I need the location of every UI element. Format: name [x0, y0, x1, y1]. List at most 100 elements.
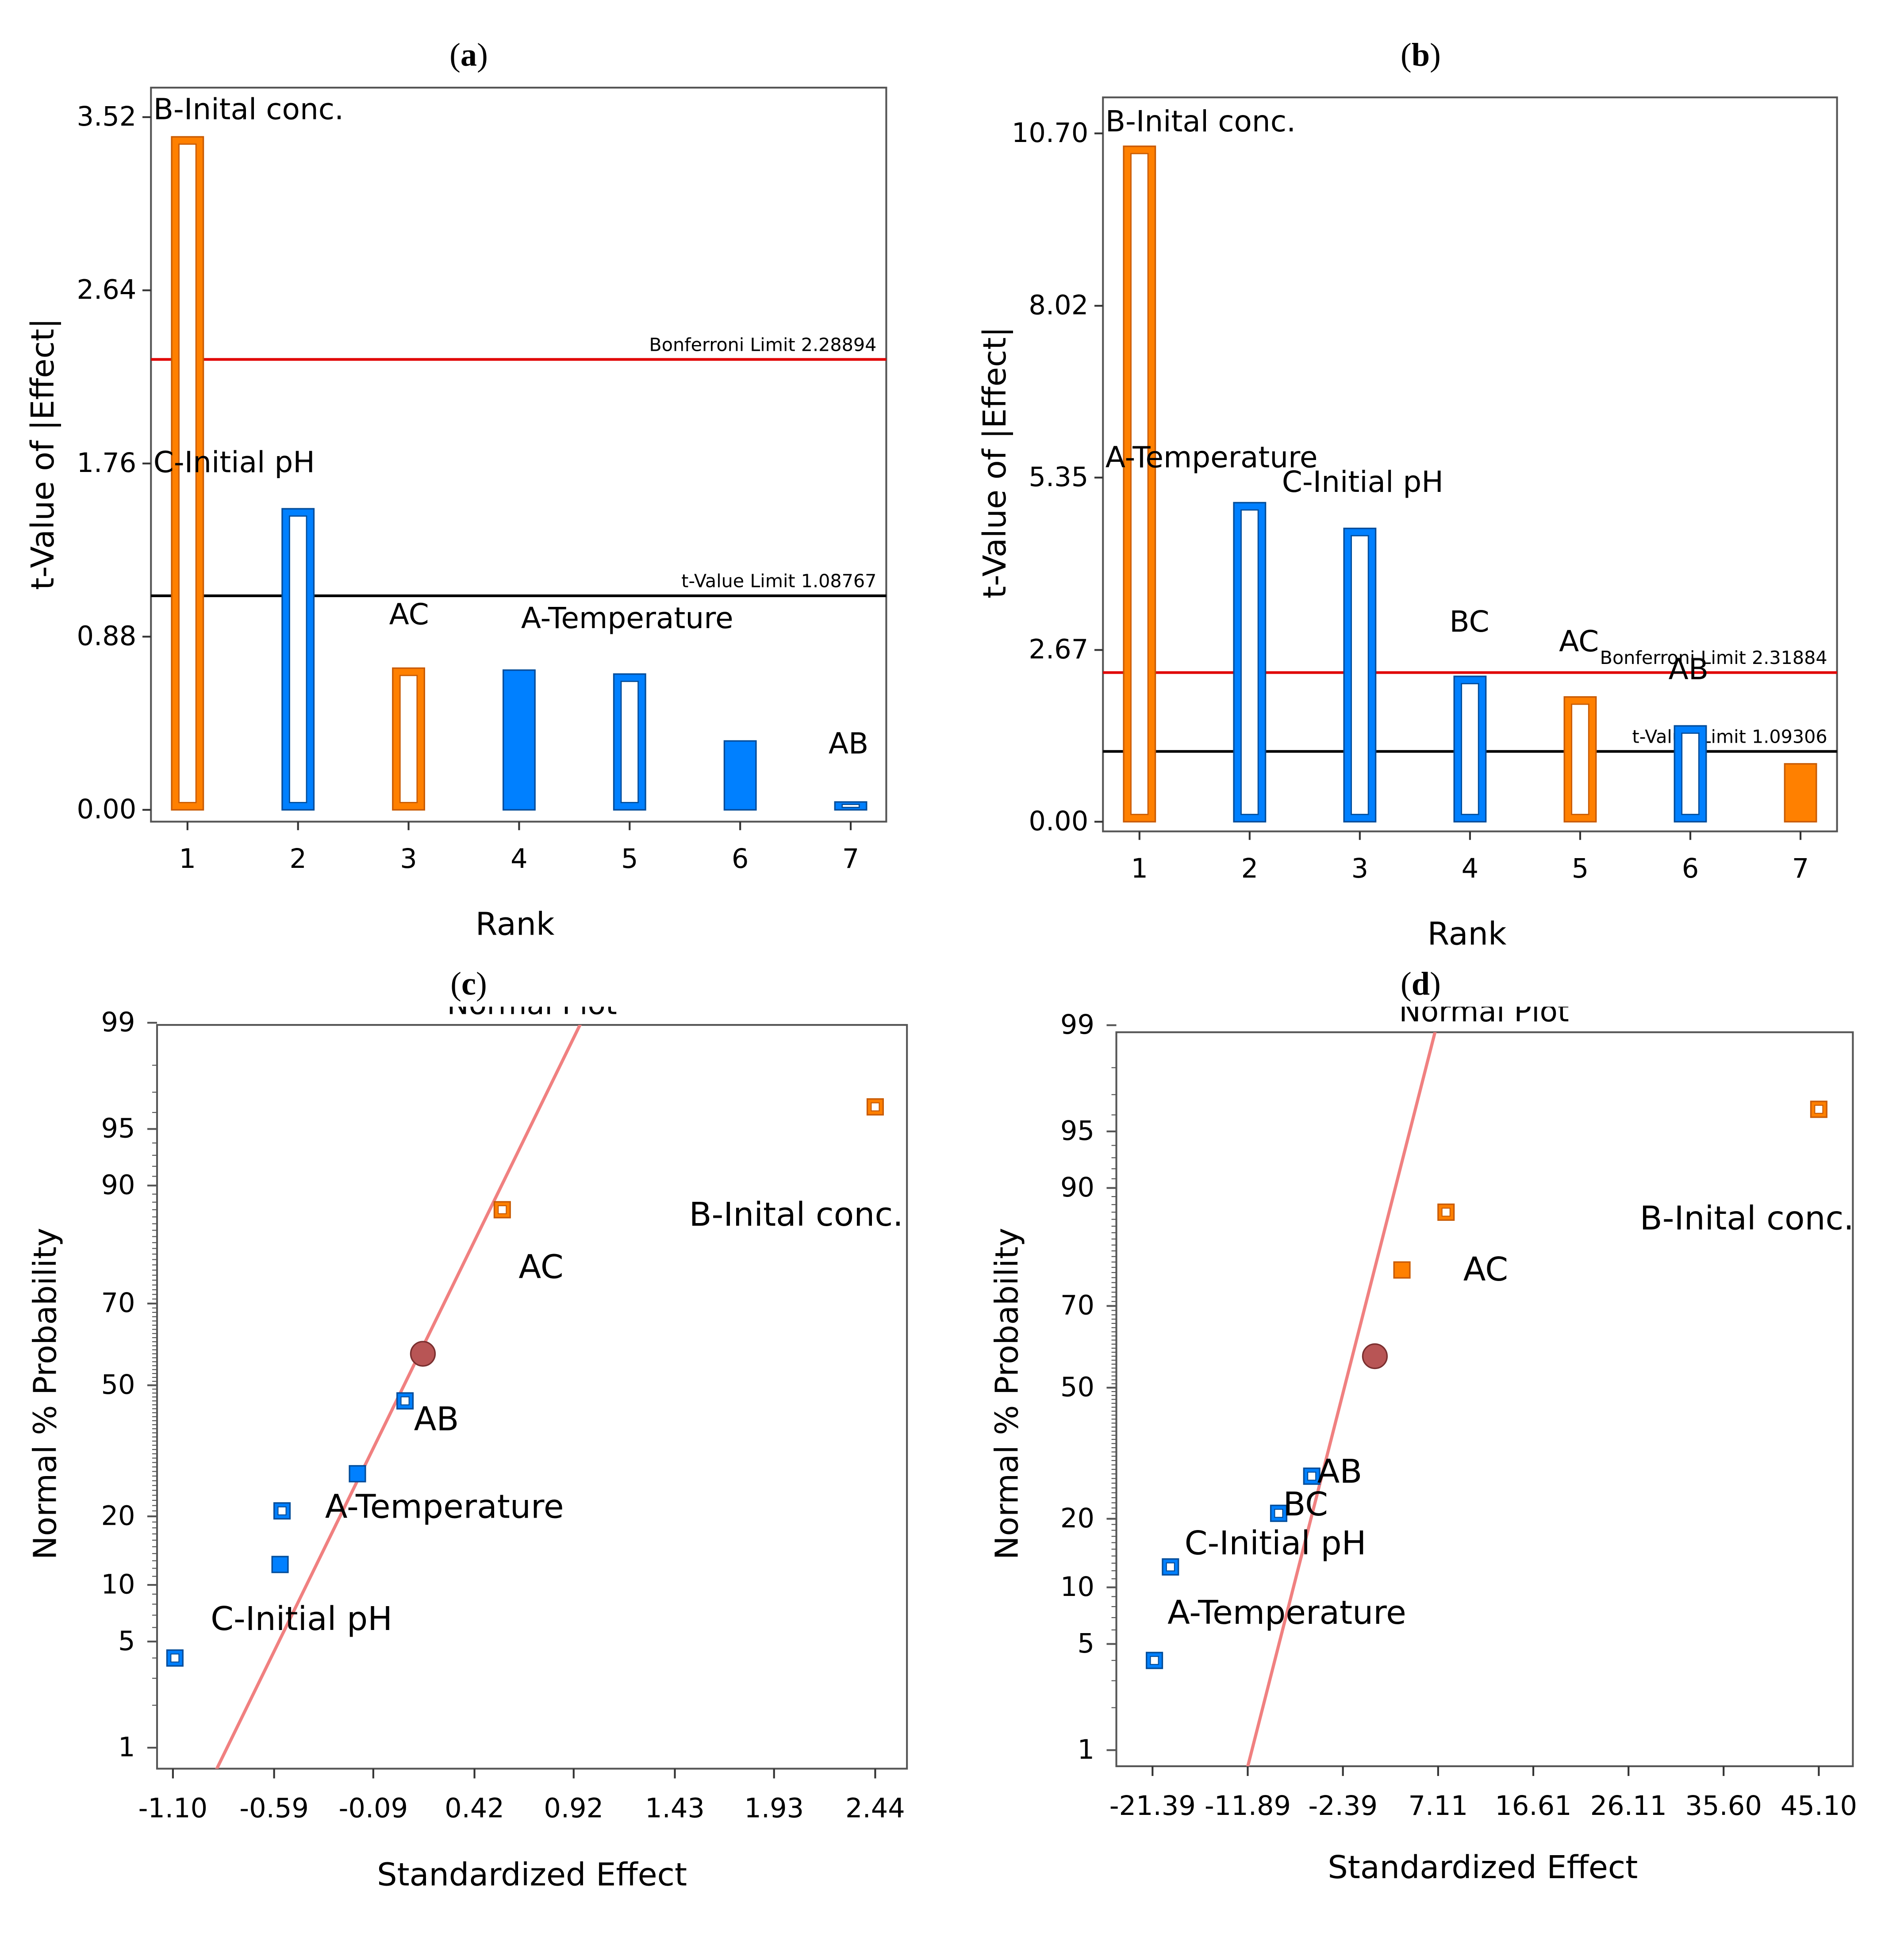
bar-inner-rank-3	[399, 675, 418, 803]
x-tick-label: 1.43	[645, 1793, 705, 1824]
x-axis-title: Rank	[1428, 915, 1507, 952]
y-tick-label: 95	[1060, 1116, 1094, 1147]
x-tick-label: -11.89	[1205, 1791, 1291, 1822]
bar-inner-rank-7	[841, 804, 860, 808]
x-tick-label: 2.44	[845, 1793, 905, 1824]
pareto-chart-a: 0.00 0.88 1.76 2.64 3.52 1 2 3 4 5 6 7 Bonferroni …	[24, 87, 887, 942]
y-tick-label: 99	[1060, 1009, 1094, 1040]
panel-label-d-front: (d)	[1401, 966, 1441, 1002]
bar-label-rank-4: BC	[1449, 605, 1489, 639]
center-point-marker	[1362, 1343, 1388, 1369]
bar-rank-7	[1784, 763, 1817, 823]
x-tick-label: 1.93	[744, 1793, 804, 1824]
bar-inner-rank-5	[620, 681, 639, 803]
bar-inner-rank-6	[1681, 733, 1700, 815]
effect-point	[1393, 1261, 1411, 1279]
y-axis-title: Normal % Probability	[989, 1228, 1025, 1560]
y-tick-label: 5.35	[1029, 462, 1088, 493]
bar-label-rank-5: A-Temperature	[521, 601, 733, 635]
y-tick-label: 20	[101, 1500, 135, 1531]
point-label: AB	[1317, 1452, 1363, 1491]
x-axis-title: Rank	[476, 905, 555, 942]
x-tick-label: 7	[1792, 853, 1809, 884]
y-tick-label: 99	[101, 1007, 135, 1038]
panel-label-a: (a)	[449, 37, 488, 73]
effect-point-inner	[277, 1506, 287, 1515]
effect-point-inner	[498, 1205, 507, 1215]
bar-label-rank-6: AB	[1669, 652, 1708, 687]
bar-inner-rank-4	[1461, 683, 1479, 815]
x-tick-label: 5	[621, 844, 638, 874]
effect-point-inner	[1441, 1208, 1451, 1217]
y-tick-label: 10	[1060, 1572, 1094, 1603]
x-tick-label: -0.09	[339, 1793, 408, 1824]
effect-point-inner	[1150, 1656, 1159, 1665]
normal-fit-line	[215, 1025, 582, 1769]
bar-label-rank-1: B-Inital conc.	[154, 92, 344, 127]
normal-fit-line	[1246, 1032, 1437, 1766]
effect-point	[273, 1502, 291, 1520]
bar-inner-rank-2	[1240, 509, 1259, 815]
y-tick-label: 0.00	[77, 794, 136, 825]
y-axis-title: t-Value of |Effect|	[976, 326, 1013, 598]
y-tick-label: 50	[101, 1369, 135, 1400]
x-axis-title: Standardized Effect	[1328, 1849, 1638, 1886]
y-axis-title: Normal % Probability	[27, 1228, 64, 1560]
point-label: B-Inital conc.	[689, 1195, 903, 1234]
bar-label-rank-3: C-Initial pH	[1282, 465, 1443, 499]
y-tick-label: 2.67	[1029, 634, 1088, 665]
effect-point-inner	[170, 1653, 180, 1663]
bar-label-rank-3: AC	[389, 598, 429, 632]
x-tick-label: 4	[511, 844, 528, 874]
t-value-limit-label: t-Value Limit 1.09306	[1632, 726, 1827, 747]
effect-point	[271, 1556, 289, 1573]
x-tick-label: -21.39	[1109, 1791, 1196, 1822]
x-tick-label: 26.11	[1590, 1791, 1667, 1822]
y-tick-label: 0.88	[77, 621, 136, 652]
x-tick-label: 0.42	[445, 1793, 504, 1824]
y-tick-label: 10	[101, 1569, 135, 1600]
y-tick-label: 5	[1077, 1628, 1094, 1659]
x-tick-label: 3	[400, 844, 417, 874]
point-label: A-Temperature	[1167, 1593, 1406, 1632]
bar-label-rank-2: C-Initial pH	[154, 445, 315, 479]
y-tick-label: 8.02	[1029, 290, 1088, 321]
bar-label-rank-7: AB	[829, 726, 868, 760]
effect-point-inner	[1307, 1472, 1317, 1481]
point-label: B-Inital conc.	[1640, 1199, 1854, 1237]
x-tick-label: 2	[1241, 853, 1259, 884]
bar-inner-rank-2	[289, 515, 307, 803]
x-tick-label: 35.60	[1685, 1791, 1762, 1822]
x-tick-label: -0.59	[239, 1793, 309, 1824]
bar-rank-4	[503, 669, 536, 811]
y-tick-label: 90	[1060, 1172, 1094, 1203]
y-tick-label: 95	[101, 1113, 135, 1144]
x-tick-label: 6	[1682, 853, 1699, 884]
x-tick-label: 5	[1572, 853, 1589, 884]
point-label: C-Initial pH	[211, 1599, 392, 1638]
y-tick-label: 1.76	[77, 448, 136, 479]
y-tick-label: 1	[1077, 1734, 1094, 1765]
point-label: BC	[1283, 1485, 1328, 1523]
y-tick-label: 5	[118, 1626, 135, 1657]
y-tick-label: 1	[118, 1732, 135, 1763]
x-tick-label: 1	[1131, 853, 1148, 884]
effect-point-inner	[1274, 1509, 1283, 1518]
y-tick-label: 90	[101, 1170, 135, 1200]
pareto-chart-b: 0.00 2.67 5.35 8.02 10.70 1 2 3 4 5 6 7 Bonferroni…	[976, 96, 1838, 952]
effect-point	[349, 1465, 366, 1483]
bar-inner-rank-3	[1351, 535, 1369, 815]
center-point-marker	[410, 1341, 436, 1367]
point-label: C-Initial pH	[1185, 1524, 1367, 1562]
x-tick-label: -2.39	[1308, 1791, 1378, 1822]
x-tick-label: 45.10	[1781, 1791, 1857, 1822]
bar-inner-rank-1	[178, 143, 197, 803]
y-tick-label: 20	[1060, 1503, 1094, 1534]
bar-inner-rank-1	[1130, 153, 1149, 815]
effect-point	[1270, 1504, 1287, 1522]
x-tick-label: 4	[1462, 853, 1479, 884]
point-label: AC	[518, 1247, 563, 1286]
point-label: A-Temperature	[325, 1488, 564, 1526]
